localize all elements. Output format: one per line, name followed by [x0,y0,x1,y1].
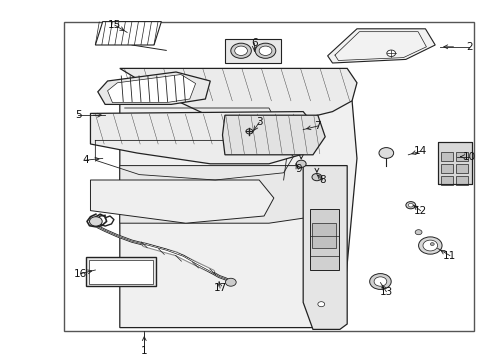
Polygon shape [327,29,434,63]
Polygon shape [309,209,338,270]
Circle shape [317,302,324,307]
Bar [437,142,471,184]
Bar [455,176,467,185]
Text: 8: 8 [319,175,325,185]
Text: 11: 11 [442,251,456,261]
Circle shape [418,237,441,254]
Bar [224,39,281,63]
Polygon shape [303,166,346,329]
Polygon shape [90,112,317,164]
Text: 9: 9 [294,164,301,174]
Circle shape [230,43,251,58]
Circle shape [234,46,247,55]
Circle shape [414,230,421,235]
Circle shape [255,43,275,58]
Bar [311,223,336,248]
Bar [63,22,473,331]
Polygon shape [107,75,195,103]
Circle shape [259,46,271,55]
Text: 15: 15 [108,20,122,30]
Text: 13: 13 [379,287,392,297]
Circle shape [296,160,305,167]
Bar [455,152,467,161]
Text: 2: 2 [465,42,472,52]
Circle shape [373,277,386,286]
Circle shape [386,50,395,57]
Circle shape [422,240,437,251]
Polygon shape [120,101,356,328]
Circle shape [311,174,321,181]
Bar [440,176,452,185]
Polygon shape [95,22,161,45]
Bar [440,164,452,173]
Text: 17: 17 [213,283,226,293]
Text: 12: 12 [413,206,427,216]
Text: 10: 10 [462,152,475,162]
Circle shape [378,148,393,158]
Polygon shape [90,180,273,223]
Bar [89,260,152,284]
Text: 5: 5 [75,110,81,120]
Text: 6: 6 [250,38,257,48]
Circle shape [429,243,433,246]
Text: 16: 16 [74,269,87,279]
Circle shape [245,129,252,134]
Circle shape [369,274,390,289]
Text: 1: 1 [141,346,147,356]
Text: 3: 3 [255,117,262,127]
Circle shape [89,217,102,226]
Polygon shape [120,68,356,122]
Bar [455,164,467,173]
Bar [85,257,156,286]
Polygon shape [98,72,210,104]
Text: 4: 4 [82,155,89,165]
Bar [440,152,452,161]
Polygon shape [222,115,325,155]
Text: 7: 7 [314,121,321,131]
Circle shape [407,203,412,207]
Bar [437,142,471,184]
Circle shape [405,202,415,209]
Text: 14: 14 [413,146,427,156]
Polygon shape [120,166,322,223]
Circle shape [225,278,236,286]
